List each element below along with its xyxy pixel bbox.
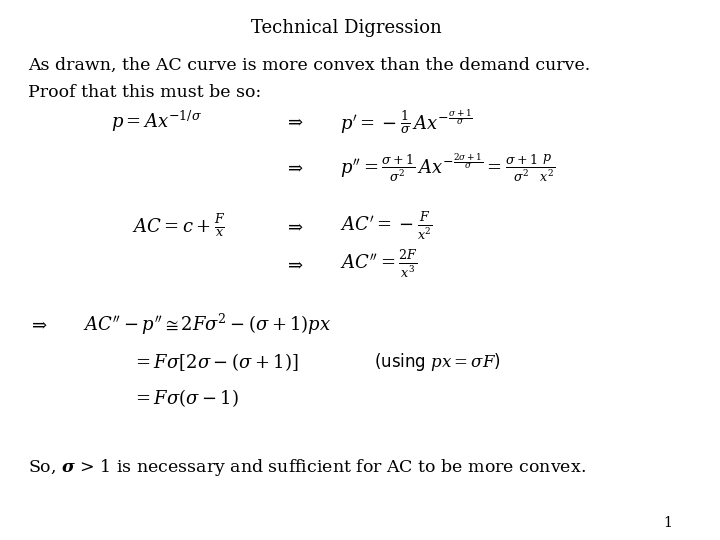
Text: (using $px = \sigma F$): (using $px = \sigma F$)	[374, 351, 501, 373]
Text: $\Rightarrow$: $\Rightarrow$	[28, 315, 48, 333]
Text: Technical Digression: Technical Digression	[251, 19, 442, 37]
Text: $p^{\prime\prime} = \frac{\sigma+1}{\sigma^2}\, Ax^{-\frac{2\sigma+1}{\sigma}} =: $p^{\prime\prime} = \frac{\sigma+1}{\sig…	[340, 151, 555, 184]
Text: $p^{\prime} = -\frac{1}{\sigma}\, Ax^{-\frac{\sigma+1}{\sigma}}$: $p^{\prime} = -\frac{1}{\sigma}\, Ax^{-\…	[340, 107, 472, 136]
Text: As drawn, the AC curve is more convex than the demand curve.: As drawn, the AC curve is more convex th…	[28, 57, 590, 73]
Text: $= F\sigma[2\sigma - (\sigma+1)]$: $= F\sigma[2\sigma - (\sigma+1)]$	[132, 351, 298, 373]
Text: $AC^{\prime\prime} = \frac{2F}{x^3}$: $AC^{\prime\prime} = \frac{2F}{x^3}$	[340, 249, 418, 280]
Text: Proof that this must be so:: Proof that this must be so:	[28, 84, 261, 100]
Text: $= F\sigma(\sigma - 1)$: $= F\sigma(\sigma - 1)$	[132, 387, 239, 409]
Text: $\Rightarrow$: $\Rightarrow$	[284, 112, 304, 131]
Text: So, $\boldsymbol{\sigma}$ > 1 is necessary and sufficient for AC to be more conv: So, $\boldsymbol{\sigma}$ > 1 is necessa…	[28, 457, 585, 477]
Text: $\Rightarrow$: $\Rightarrow$	[284, 255, 304, 274]
Text: $AC^{\prime} = -\frac{F}{x^2}$: $AC^{\prime} = -\frac{F}{x^2}$	[340, 210, 433, 241]
Text: $\Rightarrow$: $\Rightarrow$	[284, 158, 304, 177]
Text: $AC = c + \frac{F}{x}$: $AC = c + \frac{F}{x}$	[132, 212, 225, 239]
Text: $p = Ax^{-1/\sigma}$: $p = Ax^{-1/\sigma}$	[111, 109, 202, 134]
Text: $AC^{\prime\prime} - p^{\prime\prime} \cong 2F\sigma^2 - (\sigma+1)px$: $AC^{\prime\prime} - p^{\prime\prime} \c…	[84, 312, 332, 336]
Text: $\Rightarrow$: $\Rightarrow$	[284, 217, 304, 235]
Text: 1: 1	[664, 516, 672, 530]
